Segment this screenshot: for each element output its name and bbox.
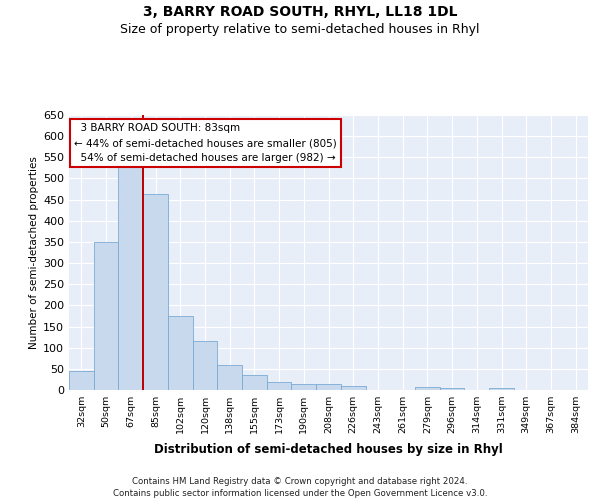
Bar	[217, 365, 242, 390]
Bar	[341, 386, 365, 390]
Bar	[489, 388, 514, 390]
Bar	[193, 340, 217, 390]
Text: Contains public sector information licensed under the Open Government Licence v3: Contains public sector information licen…	[113, 489, 487, 498]
Bar	[316, 384, 341, 390]
Bar	[292, 384, 316, 390]
Text: Distribution of semi-detached houses by size in Rhyl: Distribution of semi-detached houses by …	[154, 442, 503, 456]
Bar	[242, 375, 267, 390]
Y-axis label: Number of semi-detached properties: Number of semi-detached properties	[29, 156, 39, 349]
Text: 3 BARRY ROAD SOUTH: 83sqm
← 44% of semi-detached houses are smaller (805)
  54% : 3 BARRY ROAD SOUTH: 83sqm ← 44% of semi-…	[74, 123, 337, 163]
Bar	[440, 388, 464, 390]
Bar	[94, 242, 118, 390]
Text: Size of property relative to semi-detached houses in Rhyl: Size of property relative to semi-detach…	[120, 22, 480, 36]
Text: 3, BARRY ROAD SOUTH, RHYL, LL18 1DL: 3, BARRY ROAD SOUTH, RHYL, LL18 1DL	[143, 5, 457, 19]
Bar	[267, 382, 292, 390]
Text: Contains HM Land Registry data © Crown copyright and database right 2024.: Contains HM Land Registry data © Crown c…	[132, 478, 468, 486]
Bar	[143, 194, 168, 390]
Bar	[118, 163, 143, 390]
Bar	[415, 386, 440, 390]
Bar	[168, 316, 193, 390]
Bar	[69, 370, 94, 390]
